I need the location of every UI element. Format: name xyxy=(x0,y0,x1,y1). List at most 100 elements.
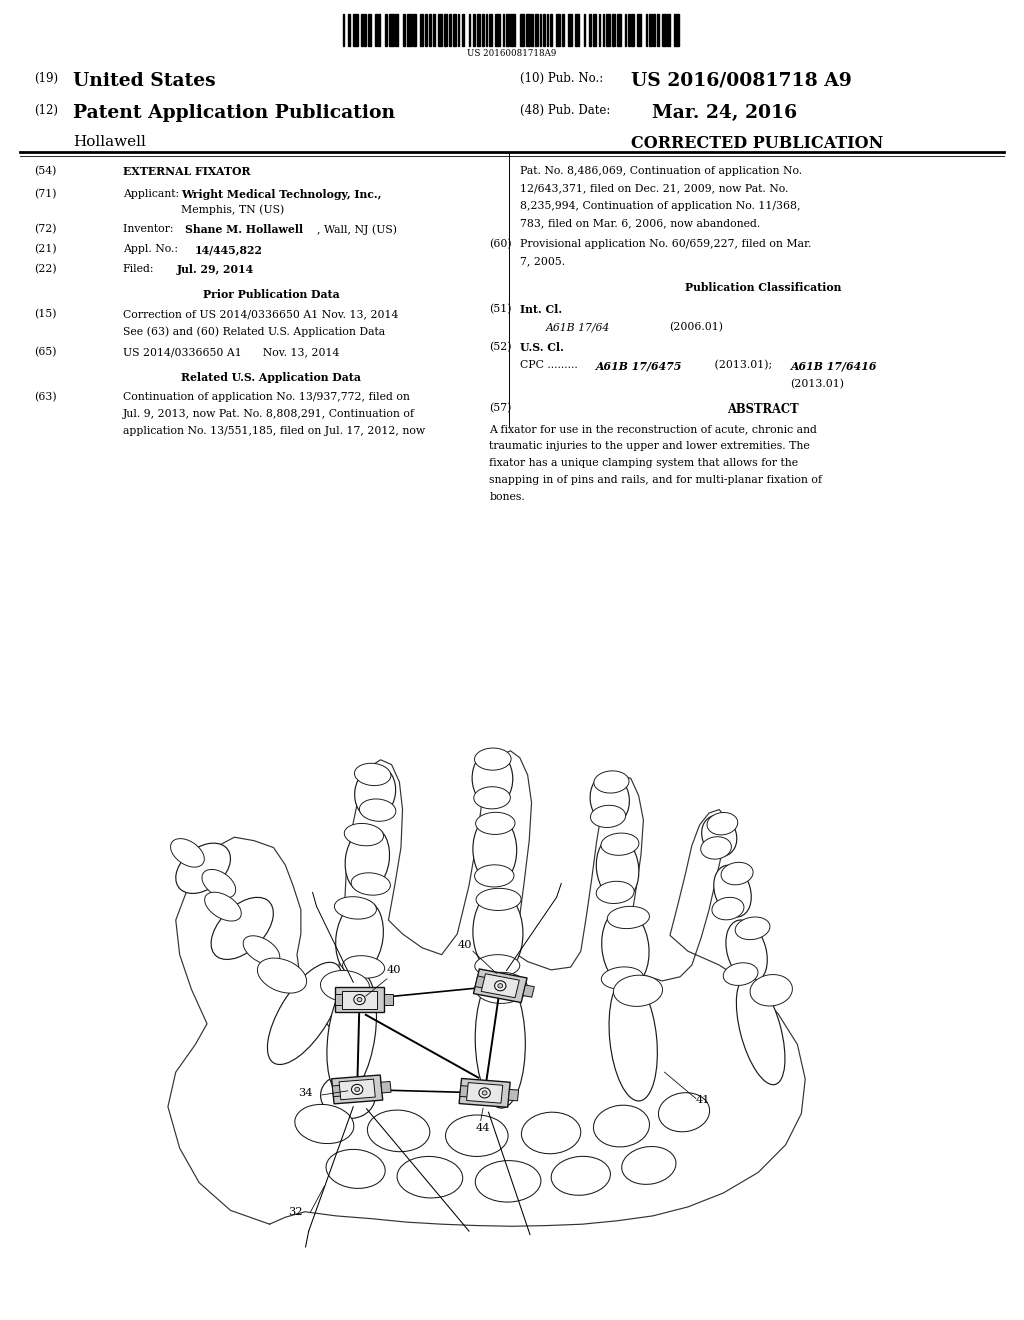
Ellipse shape xyxy=(474,787,510,809)
Ellipse shape xyxy=(335,896,377,919)
Bar xyxy=(531,13,534,45)
Bar xyxy=(520,13,524,45)
Ellipse shape xyxy=(596,882,634,903)
Bar xyxy=(348,13,350,45)
FancyBboxPatch shape xyxy=(335,994,344,1005)
FancyBboxPatch shape xyxy=(473,969,527,1003)
Text: 8,235,994, Continuation of application No. 11/368,: 8,235,994, Continuation of application N… xyxy=(520,201,801,211)
Ellipse shape xyxy=(171,838,205,867)
Text: EXTERNAL FIXATOR: EXTERNAL FIXATOR xyxy=(123,166,251,177)
Ellipse shape xyxy=(344,824,384,846)
Bar xyxy=(599,13,600,45)
Bar xyxy=(489,13,493,45)
Text: 44: 44 xyxy=(475,1123,489,1133)
Text: (52): (52) xyxy=(489,342,512,352)
FancyBboxPatch shape xyxy=(459,1078,510,1107)
Bar xyxy=(449,13,451,45)
Bar xyxy=(629,13,630,45)
Text: (21): (21) xyxy=(34,244,56,255)
Ellipse shape xyxy=(607,907,649,928)
Text: fixator has a unique clamping system that allows for the: fixator has a unique clamping system tha… xyxy=(489,458,799,469)
Text: 40: 40 xyxy=(458,940,472,950)
Bar xyxy=(632,13,634,45)
Bar xyxy=(473,13,475,45)
Bar xyxy=(425,13,427,45)
Bar xyxy=(562,13,564,45)
Bar xyxy=(547,13,548,45)
Bar xyxy=(485,13,486,45)
Text: Appl. No.:: Appl. No.: xyxy=(123,244,181,255)
Bar xyxy=(612,13,614,45)
Text: 7, 2005.: 7, 2005. xyxy=(520,256,565,267)
Ellipse shape xyxy=(205,892,242,921)
Text: 34: 34 xyxy=(299,1088,313,1098)
FancyBboxPatch shape xyxy=(508,1089,518,1101)
Text: Applicant:: Applicant: xyxy=(123,189,182,199)
Text: (72): (72) xyxy=(34,224,56,235)
Text: ABSTRACT: ABSTRACT xyxy=(727,403,799,416)
Ellipse shape xyxy=(267,962,342,1064)
Text: (65): (65) xyxy=(34,347,56,358)
Ellipse shape xyxy=(474,865,514,887)
Ellipse shape xyxy=(473,814,517,884)
Text: Jul. 29, 2014: Jul. 29, 2014 xyxy=(177,264,254,275)
Bar xyxy=(556,13,559,45)
Bar xyxy=(506,13,509,45)
Bar xyxy=(482,13,484,45)
Text: (51): (51) xyxy=(489,304,512,314)
Ellipse shape xyxy=(336,900,383,975)
FancyBboxPatch shape xyxy=(481,974,519,998)
Ellipse shape xyxy=(326,1150,385,1188)
Bar xyxy=(550,13,552,45)
Bar xyxy=(360,13,364,45)
Ellipse shape xyxy=(726,920,767,982)
Bar xyxy=(495,13,500,45)
Bar xyxy=(420,13,423,45)
Ellipse shape xyxy=(596,836,639,900)
Text: (71): (71) xyxy=(34,189,56,199)
Text: (60): (60) xyxy=(489,239,512,249)
Bar xyxy=(526,13,530,45)
Bar xyxy=(536,13,538,45)
Bar xyxy=(458,13,460,45)
Text: Hollawell: Hollawell xyxy=(73,135,145,149)
Bar xyxy=(617,13,622,45)
Text: Memphis, TN (US): Memphis, TN (US) xyxy=(181,205,285,215)
Ellipse shape xyxy=(295,1105,354,1143)
Bar xyxy=(429,13,431,45)
FancyBboxPatch shape xyxy=(333,1085,342,1097)
Ellipse shape xyxy=(735,917,770,940)
Bar xyxy=(603,13,604,45)
Text: US 2014/0336650 A1      Nov. 13, 2014: US 2014/0336650 A1 Nov. 13, 2014 xyxy=(123,347,339,358)
Text: CORRECTED PUBLICATION: CORRECTED PUBLICATION xyxy=(631,135,883,152)
Bar xyxy=(637,13,641,45)
Ellipse shape xyxy=(475,974,525,1107)
Ellipse shape xyxy=(736,977,785,1085)
FancyBboxPatch shape xyxy=(467,1082,503,1104)
Ellipse shape xyxy=(701,816,737,857)
Text: Int. Cl.: Int. Cl. xyxy=(520,304,562,314)
FancyBboxPatch shape xyxy=(381,1081,391,1093)
Ellipse shape xyxy=(591,805,626,828)
FancyBboxPatch shape xyxy=(339,1080,375,1100)
Ellipse shape xyxy=(176,843,230,894)
Text: Mar. 24, 2016: Mar. 24, 2016 xyxy=(652,104,798,123)
Text: CPC .........: CPC ......... xyxy=(520,360,582,371)
Bar xyxy=(462,13,464,45)
Bar xyxy=(432,13,434,45)
Text: 14/445,822: 14/445,822 xyxy=(195,244,262,255)
Ellipse shape xyxy=(590,774,630,825)
Bar xyxy=(352,13,357,45)
Bar xyxy=(408,13,413,45)
Ellipse shape xyxy=(343,956,385,978)
Text: (15): (15) xyxy=(34,309,56,319)
Ellipse shape xyxy=(750,974,793,1006)
Ellipse shape xyxy=(476,888,521,911)
Ellipse shape xyxy=(257,958,306,993)
Ellipse shape xyxy=(658,1093,710,1131)
Ellipse shape xyxy=(243,936,280,965)
Text: application No. 13/551,185, filed on Jul. 17, 2012, now: application No. 13/551,185, filed on Jul… xyxy=(123,426,425,437)
Text: (2006.01): (2006.01) xyxy=(669,322,723,333)
Ellipse shape xyxy=(321,1074,375,1118)
Ellipse shape xyxy=(445,1115,508,1156)
